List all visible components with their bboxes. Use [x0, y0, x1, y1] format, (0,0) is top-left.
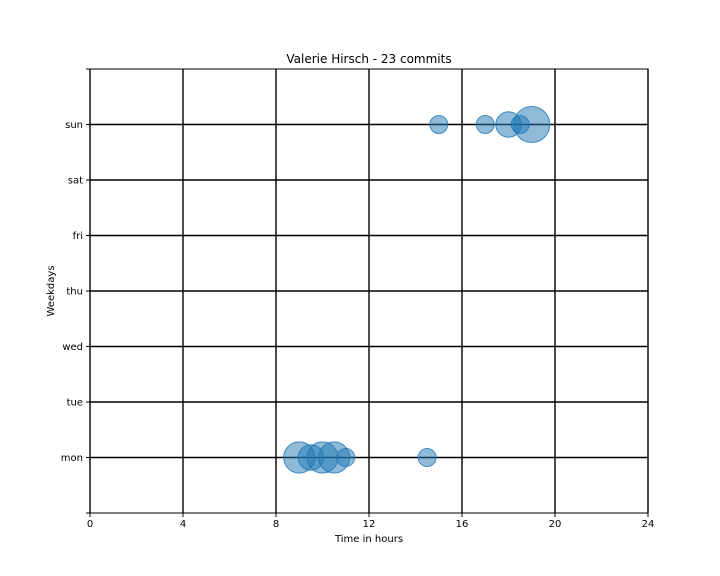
commit-bubble — [429, 115, 449, 134]
commit-bubble — [475, 115, 495, 134]
y-tick-label: sat — [68, 176, 83, 187]
x-axis-ticks: 0 4 8 12 16 20 24 — [87, 513, 655, 530]
y-tick-label: sun — [65, 120, 83, 131]
y-tick-label: fri — [73, 231, 83, 242]
x-tick-label: 0 — [87, 519, 93, 530]
y-tick-label: tue — [67, 398, 83, 409]
x-tick-label: 16 — [456, 519, 469, 530]
y-axis-label: Weekdays — [46, 265, 57, 316]
commit-bubble — [513, 106, 551, 143]
y-axis-ticks: mon tue wed thu fri sat sun — [61, 68, 90, 514]
x-tick-label: 8 — [273, 519, 279, 530]
data-points — [283, 106, 551, 474]
chart-title: Valerie Hirsch - 23 commits — [286, 52, 451, 66]
x-tick-label: 4 — [180, 519, 186, 530]
x-tick-label: 20 — [549, 519, 562, 530]
x-tick-label: 12 — [363, 519, 376, 530]
grid — [89, 69, 649, 513]
y-tick-label: wed — [62, 342, 83, 353]
x-axis-label: Time in hours — [334, 534, 403, 545]
x-tick-label: 24 — [642, 519, 655, 530]
y-tick-label: mon — [61, 453, 83, 464]
commit-bubble — [336, 448, 356, 467]
y-tick-label: thu — [66, 287, 83, 298]
commit-bubble — [417, 448, 437, 467]
